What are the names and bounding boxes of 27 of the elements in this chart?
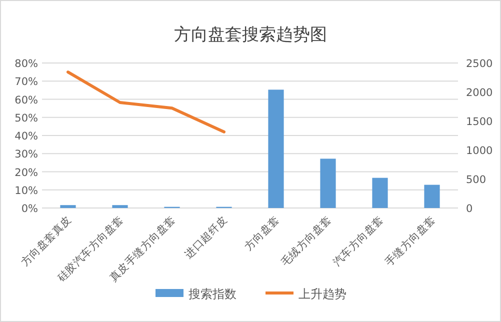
bar — [372, 178, 388, 208]
y-tick-label: 30% — [14, 148, 38, 161]
bar — [112, 205, 128, 208]
y-tick-label: 80% — [14, 58, 38, 70]
y2-tick-label: 2000 — [466, 87, 493, 99]
bar — [424, 184, 440, 208]
legend-label: 搜索指数 — [188, 287, 236, 301]
y-tick-label: 40% — [14, 130, 38, 142]
line-series — [66, 70, 226, 134]
y2-tick-label: 500 — [466, 174, 486, 186]
chart-title: 方向盘套搜索趋势图 — [174, 25, 327, 45]
y-tick-label: 50% — [14, 112, 38, 124]
y2-tick-label: 1000 — [466, 145, 493, 157]
y-tick-label: 10% — [14, 184, 38, 197]
y2-tick-label: 2500 — [466, 58, 493, 70]
bar — [268, 90, 284, 208]
x-tick-label: 进口超纤皮 — [182, 212, 230, 262]
y2-tick-label: 1500 — [466, 116, 493, 128]
x-tick-label: 方向盘套 — [242, 212, 282, 254]
y-tick-label: 60% — [14, 94, 38, 106]
y-tick-label: 70% — [14, 76, 38, 88]
bar — [320, 158, 336, 208]
y-tick-label: 0% — [21, 203, 38, 215]
y2-tick-label: 0 — [466, 203, 473, 215]
y-tick-label: 20% — [14, 166, 38, 179]
bar — [60, 205, 76, 208]
legend-label: 上升趋势 — [298, 287, 346, 301]
